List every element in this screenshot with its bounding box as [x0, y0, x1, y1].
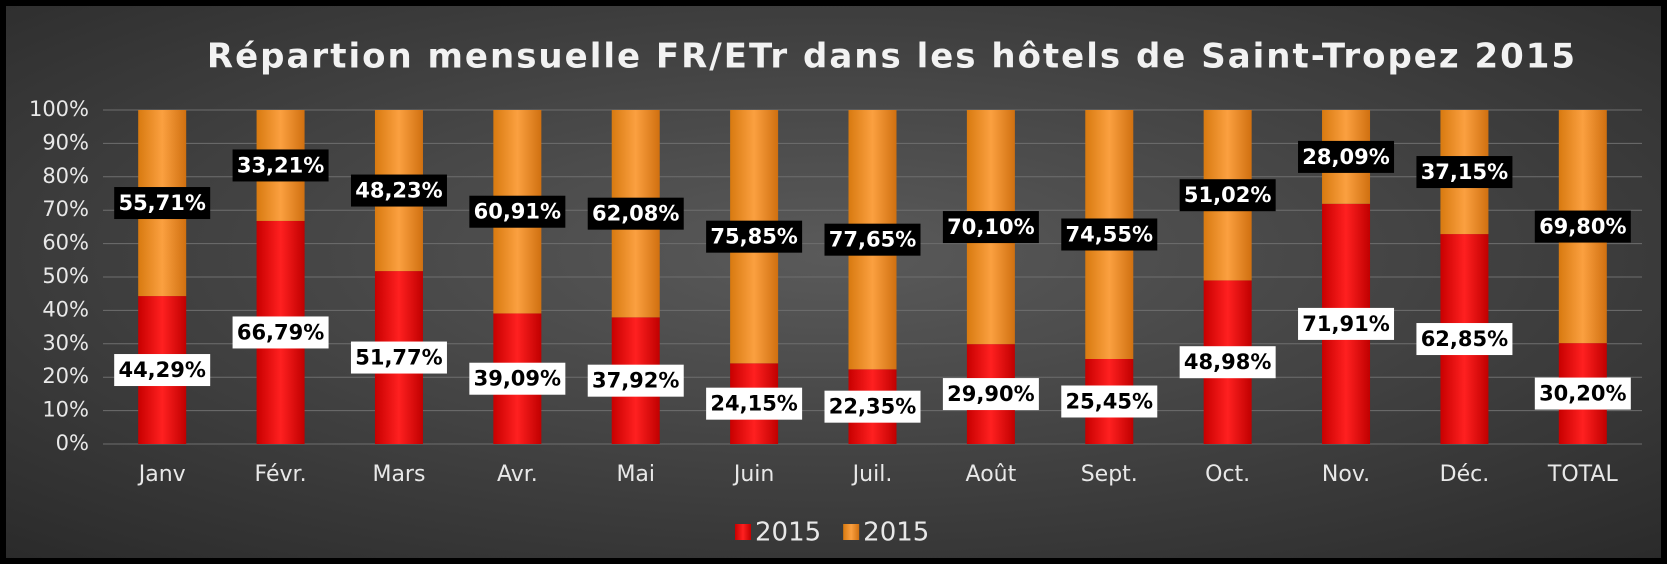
data-label: 74,55% [1066, 222, 1153, 246]
data-label-box [232, 316, 329, 349]
y-tick-label: 40% [42, 297, 89, 321]
x-tick-label: Juil. [851, 462, 893, 487]
data-label: 62,85% [1421, 327, 1508, 351]
x-tick-label: Avr. [497, 462, 538, 487]
data-label: 24,15% [710, 392, 797, 416]
y-tick-label: 20% [42, 364, 89, 388]
data-label-box [1179, 179, 1276, 212]
y-tick-label: 80% [42, 164, 89, 188]
y-tick-label: 30% [42, 331, 89, 355]
legend-swatch [843, 524, 860, 540]
data-label-box [942, 211, 1039, 244]
data-label: 62,08% [592, 202, 679, 226]
y-tick-label: 50% [42, 264, 89, 288]
data-label-box [1534, 210, 1631, 243]
legend-label: 2015 [755, 518, 821, 548]
data-label: 37,92% [592, 369, 679, 393]
data-label: 66,79% [237, 320, 324, 344]
x-tick-label: Févr. [255, 462, 307, 487]
data-label: 69,80% [1539, 215, 1626, 239]
x-tick-label: Mars [372, 462, 425, 487]
data-label: 70,10% [947, 215, 1034, 239]
data-label: 71,91% [1302, 312, 1389, 336]
y-tick-label: 0% [56, 431, 89, 455]
data-label: 39,09% [474, 367, 561, 391]
legend-label: 2015 [863, 518, 929, 548]
data-label-box [1416, 156, 1513, 189]
data-label: 25,45% [1066, 389, 1153, 413]
data-label: 48,23% [355, 179, 442, 203]
x-tick-label: Déc. [1440, 462, 1490, 487]
data-label-box [1416, 323, 1513, 356]
data-label-box [469, 195, 566, 228]
data-label-box [350, 341, 447, 374]
data-label: 55,71% [118, 191, 205, 215]
data-label-box [469, 362, 566, 395]
data-label-box [114, 187, 211, 220]
data-label-box [587, 364, 684, 397]
data-label: 75,85% [710, 225, 797, 249]
data-label: 29,90% [947, 382, 1034, 406]
data-label-box [706, 387, 803, 420]
x-tick-label: Août [966, 462, 1017, 487]
chart-title: Répartion mensuelle FR/ETr dans les hôte… [207, 37, 1577, 77]
data-label-box [1179, 346, 1276, 379]
y-tick-label: 70% [42, 197, 89, 221]
data-label: 51,02% [1184, 183, 1271, 207]
data-label-box [114, 354, 211, 387]
x-tick-label: TOTAL [1547, 462, 1619, 487]
y-tick-label: 60% [42, 231, 89, 255]
data-label-box [1298, 140, 1395, 173]
data-label: 48,98% [1184, 350, 1271, 374]
data-label: 51,77% [355, 346, 442, 370]
y-tick-label: 10% [42, 398, 89, 422]
data-label: 30,20% [1539, 382, 1626, 406]
data-label: 33,21% [237, 153, 324, 177]
data-label-box [824, 223, 921, 256]
data-label: 28,09% [1302, 145, 1389, 169]
legend-swatch [735, 524, 751, 540]
x-tick-label: Juin [732, 462, 775, 487]
data-label-box [1061, 385, 1158, 418]
data-label-box [1534, 377, 1631, 410]
x-tick-label: Oct. [1205, 462, 1250, 487]
y-tick-label: 100% [29, 97, 89, 121]
data-label-box [232, 149, 329, 182]
data-label: 77,65% [829, 228, 916, 252]
data-label-box [350, 174, 447, 207]
data-label-box [1298, 307, 1395, 340]
data-label: 60,91% [474, 200, 561, 224]
data-label: 44,29% [118, 358, 205, 382]
x-tick-label: Sept. [1081, 462, 1138, 487]
x-tick-label: Nov. [1322, 462, 1370, 487]
data-label-box [706, 220, 803, 253]
x-tick-label: Mai [616, 462, 655, 487]
x-tick-label: Janv [137, 462, 186, 487]
y-tick-label: 90% [42, 130, 89, 154]
data-label-box [1061, 218, 1158, 251]
data-label-box [942, 378, 1039, 411]
data-label: 37,15% [1421, 160, 1508, 184]
data-label: 22,35% [829, 395, 916, 419]
data-label-box [587, 197, 684, 230]
data-label-box [824, 390, 921, 423]
